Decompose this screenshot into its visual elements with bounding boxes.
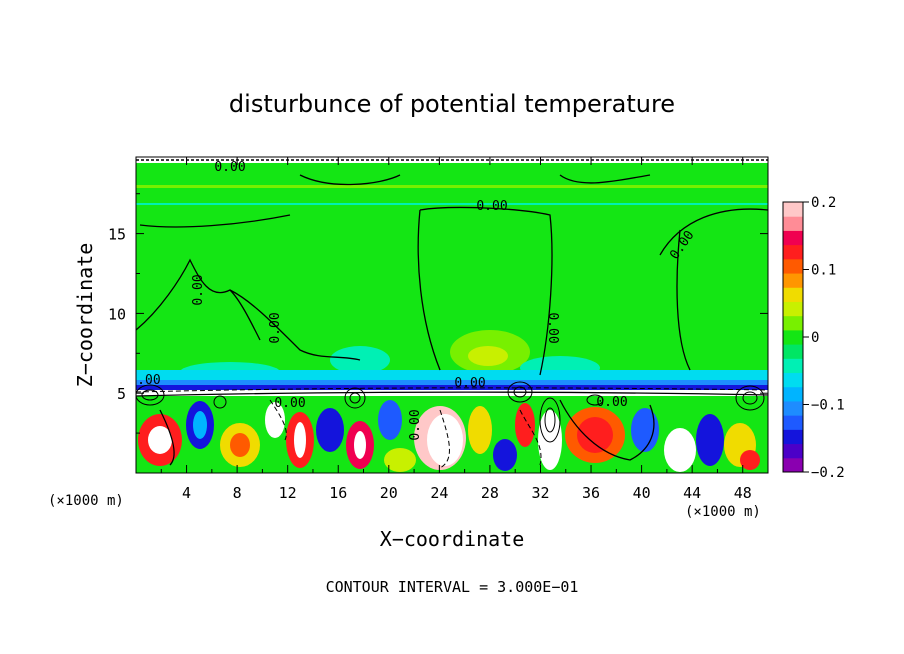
colorbar-swatch [783,301,803,317]
colorbar-swatch [783,315,803,331]
x-tick-label: 20 [380,484,398,502]
colorbar-swatch [783,216,803,231]
contour-interval: CONTOUR INTERVAL = 3.000E−01 [326,578,579,596]
colorbar-swatch [783,344,803,359]
x-tick-label: 44 [683,484,701,502]
x-axis-label: X−coordinate [380,527,525,551]
colorbar-tick-label: −0.2 [811,465,845,481]
x-tick-label: 28 [481,484,499,502]
contour-label: 0.00 [274,396,305,411]
x-tick-label: 4 [182,484,191,502]
contour-label: 0.00 [214,160,245,175]
colorbar-swatch [783,244,803,260]
contour-lines-dashed [136,387,768,469]
x-unit-left: (×1000 m) [48,493,124,509]
colorbar-swatch [783,443,803,459]
plot-frame [135,156,769,474]
x-tick-label: 16 [329,484,347,502]
x-axis: 4 8 12 16 20 24 28 32 36 40 44 48 [160,157,752,502]
colorbar-swatch [783,429,803,445]
colorbar-swatch [783,386,803,402]
x-tick-label: 48 [734,484,752,502]
contour-label: 0.00 [268,312,283,343]
contour-label: 0.00 [129,373,160,388]
contour-label: 0.00 [545,312,560,343]
contour-label: 0.00 [476,199,507,214]
y-tick-label: 5 [117,385,126,403]
colorbar-swatch [783,400,803,416]
contour-label: 0.00 [596,395,627,410]
y-tick-label: 15 [108,226,126,244]
x-tick-label: 24 [430,484,448,502]
y-tick-label: 10 [108,305,126,323]
field-band-lblue [136,380,768,386]
y-axis-label: Z−coordinate [73,243,97,388]
field-band-top2 [136,203,768,205]
colorbar-tick-label: 0.2 [811,195,836,211]
contour-clusters [136,381,765,443]
x-unit-right: (×1000 m) [685,504,761,520]
field-turbulence [138,400,760,472]
field-warm-core [468,346,508,366]
colorbar-swatch [783,358,803,374]
chart-title: disturbunce of potential temperature [229,90,675,118]
y-axis: 5 10 15 [108,193,768,434]
colorbar-swatch [783,202,803,217]
colorbar [783,202,803,473]
x-tick-label: 36 [582,484,600,502]
colorbar-swatch [783,258,803,274]
field-band-top [136,185,768,188]
plot-area: 0.00 0.00 0.00 0.00 0.00 0.00 0.00 0.00 0.00 0.00… [129,157,768,473]
field-band-white [136,390,768,396]
colorbar-swatch [783,415,803,430]
colorbar-swatch [783,230,803,246]
colorbar-swatch [783,329,803,345]
x-tick-label: 32 [531,484,549,502]
colorbar-tick-label: 0.1 [811,263,836,279]
x-tick-label: 12 [279,484,297,502]
contour-lines [136,174,768,466]
colorbar-swatch [783,273,803,288]
contour-label: 0.00 [454,376,485,391]
colorbar-tick-label: 0 [811,330,819,346]
colorbar-tick-label: −0.1 [811,398,845,414]
colorbar-swatch [783,372,803,388]
colorbar-ticks: 0.2 0.1 0 −0.1 −0.2 [803,195,845,481]
contour-label: 0.00 [408,409,423,440]
x-tick-label: 8 [233,484,242,502]
x-tick-label: 40 [633,484,651,502]
colorbar-swatch [783,457,803,473]
colorbar-swatch [783,287,803,302]
contour-label: 0.00 [191,274,206,305]
